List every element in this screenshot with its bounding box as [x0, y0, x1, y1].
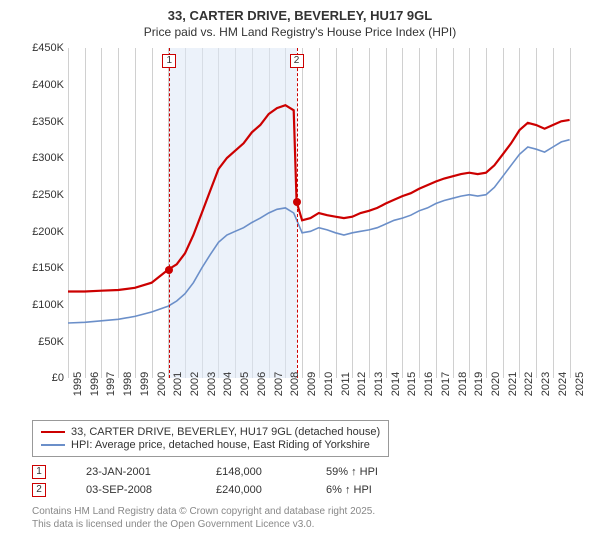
chart-subtitle: Price paid vs. HM Land Registry's House … — [10, 25, 590, 41]
footer-line-1: Contains HM Land Registry data © Crown c… — [32, 505, 590, 518]
footer: Contains HM Land Registry data © Crown c… — [32, 505, 590, 531]
y-tick-label: £200K — [32, 226, 64, 238]
x-tick-label: 2025 — [574, 372, 586, 396]
x-tick-label: 2001 — [172, 372, 184, 396]
x-tick-label: 2019 — [473, 372, 485, 396]
x-tick-label: 2004 — [222, 372, 234, 396]
y-tick-label: £300K — [32, 152, 64, 164]
marker-line — [169, 48, 170, 378]
marker-point — [293, 198, 301, 206]
x-tick-label: 2003 — [206, 372, 218, 396]
x-tick-label: 2023 — [540, 372, 552, 396]
plot-region: 12 — [68, 48, 578, 378]
y-axis: £0£50K£100K£150K£200K£250K£300K£350K£400… — [20, 48, 66, 378]
legend-label: HPI: Average price, detached house, East… — [71, 439, 370, 451]
y-tick-label: £400K — [32, 79, 64, 91]
line-plot-svg — [68, 48, 578, 378]
x-tick-label: 2022 — [523, 372, 535, 396]
sale-pct: 59% ↑ HPI — [326, 466, 416, 478]
x-tick-label: 2011 — [340, 373, 352, 397]
x-tick-label: 1998 — [122, 372, 134, 396]
sales-table: 1 23-JAN-2001 £148,000 59% ↑ HPI 2 03-SEP-200… — [32, 465, 590, 497]
y-tick-label: £450K — [32, 42, 64, 54]
y-tick-label: £350K — [32, 116, 64, 128]
y-tick-label: £250K — [32, 189, 64, 201]
x-tick-label: 2009 — [306, 372, 318, 396]
legend-label: 33, CARTER DRIVE, BEVERLEY, HU17 9GL (de… — [71, 426, 380, 438]
sale-price: £148,000 — [216, 466, 286, 478]
x-tick-label: 2018 — [457, 372, 469, 396]
marker-number-box: 2 — [290, 54, 304, 68]
x-tick-label: 2014 — [390, 372, 402, 396]
x-tick-label: 2000 — [156, 372, 168, 396]
x-tick-label: 2015 — [406, 372, 418, 396]
x-tick-label: 1996 — [89, 372, 101, 396]
marker-point — [165, 266, 173, 274]
x-tick-label: 2024 — [557, 372, 569, 396]
series-line-red — [68, 106, 570, 292]
footer-line-2: This data is licensed under the Open Gov… — [32, 518, 590, 531]
y-tick-label: £0 — [52, 372, 64, 384]
x-tick-label: 2020 — [490, 372, 502, 396]
legend-item: HPI: Average price, detached house, East… — [41, 439, 380, 451]
series-line-blue — [68, 140, 570, 323]
x-tick-label: 2008 — [289, 372, 301, 396]
sale-date: 23-JAN-2001 — [86, 466, 176, 478]
x-tick-label: 2002 — [189, 372, 201, 396]
legend-swatch — [41, 431, 65, 433]
x-tick-label: 2016 — [423, 372, 435, 396]
chart-area: £0 £50K £100K £150K £200K £250K £300K £350K £400… — [20, 44, 580, 414]
sale-number-box: 1 — [32, 465, 46, 479]
x-tick-label: 2005 — [239, 372, 251, 396]
x-tick-label: 2021 — [507, 372, 519, 396]
sale-price: £240,000 — [216, 484, 286, 496]
sale-row: 1 23-JAN-2001 £148,000 59% ↑ HPI — [32, 465, 590, 479]
x-axis: 1995199619971998199920002001200220032004… — [68, 380, 578, 420]
y-tick-label: £150K — [32, 262, 64, 274]
x-tick-label: 1997 — [105, 372, 117, 396]
y-tick-label: £100K — [32, 299, 64, 311]
sale-pct: 6% ↑ HPI — [326, 484, 416, 496]
sale-number-box: 2 — [32, 483, 46, 497]
x-tick-label: 2017 — [440, 372, 452, 396]
x-tick-label: 2013 — [373, 372, 385, 396]
x-tick-label: 2012 — [356, 372, 368, 396]
x-tick-label: 1995 — [72, 372, 84, 396]
x-tick-label: 2007 — [273, 372, 285, 396]
legend-item: 33, CARTER DRIVE, BEVERLEY, HU17 9GL (de… — [41, 426, 380, 438]
legend: 33, CARTER DRIVE, BEVERLEY, HU17 9GL (de… — [32, 420, 389, 457]
marker-number-box: 1 — [162, 54, 176, 68]
title-block: 33, CARTER DRIVE, BEVERLEY, HU17 9GL Pri… — [10, 8, 590, 40]
chart-title: 33, CARTER DRIVE, BEVERLEY, HU17 9GL — [10, 8, 590, 25]
y-tick-label: £50K — [38, 336, 64, 348]
marker-line — [297, 48, 298, 378]
sale-date: 03-SEP-2008 — [86, 484, 176, 496]
x-tick-label: 2006 — [256, 372, 268, 396]
x-tick-label: 2010 — [323, 372, 335, 396]
chart-container: 33, CARTER DRIVE, BEVERLEY, HU17 9GL Pri… — [0, 0, 600, 560]
x-tick-label: 1999 — [139, 372, 151, 396]
legend-swatch — [41, 444, 65, 446]
sale-row: 2 03-SEP-2008 £240,000 6% ↑ HPI — [32, 483, 590, 497]
